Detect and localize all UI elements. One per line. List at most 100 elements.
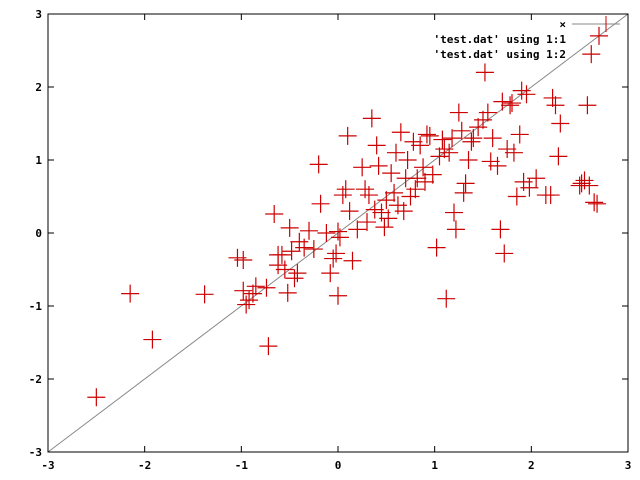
data-point xyxy=(121,284,140,303)
data-point xyxy=(590,26,608,45)
data-point xyxy=(423,165,442,184)
data-point xyxy=(365,200,384,219)
data-point xyxy=(336,180,355,199)
data-point xyxy=(469,118,488,137)
data-point xyxy=(527,169,546,188)
plot-area xyxy=(47,13,629,453)
data-point xyxy=(259,337,278,356)
data-point xyxy=(257,278,276,297)
data-point xyxy=(143,330,162,349)
data-point xyxy=(543,88,562,107)
x-tick-label: 1 xyxy=(431,459,438,472)
data-point xyxy=(338,126,357,145)
data-point xyxy=(411,136,430,155)
data-point xyxy=(478,103,497,122)
data-point xyxy=(311,194,330,213)
data-point xyxy=(454,183,473,202)
data-point xyxy=(493,92,512,111)
data-point xyxy=(546,96,565,115)
data-point xyxy=(585,193,604,212)
data-point xyxy=(404,132,423,151)
data-point xyxy=(317,224,336,242)
data-point xyxy=(398,151,417,169)
data-point xyxy=(464,129,483,148)
data-point xyxy=(269,256,288,275)
data-point xyxy=(504,143,523,162)
data-point xyxy=(427,238,446,257)
x-tick-label: 3 xyxy=(625,459,632,472)
data-point xyxy=(278,283,297,302)
y-tick-label: 3 xyxy=(35,8,42,21)
y-tick-label: -1 xyxy=(29,300,43,313)
legend-entry-series-1: 'test.dat' using 1:1 xyxy=(434,33,567,46)
data-point xyxy=(512,81,531,100)
data-point xyxy=(309,155,328,174)
data-point xyxy=(369,156,388,175)
y-axis: -3 -2 -1 0 1 2 3 xyxy=(29,8,628,459)
data-point xyxy=(433,130,452,149)
data-point xyxy=(387,143,405,162)
data-point xyxy=(481,152,500,171)
data-point xyxy=(343,251,362,270)
data-points-layer xyxy=(87,26,608,407)
data-point xyxy=(246,277,265,296)
data-point xyxy=(437,289,456,308)
y-tick-label: 2 xyxy=(35,81,42,94)
data-point xyxy=(517,85,536,104)
data-point xyxy=(580,176,599,195)
data-point xyxy=(295,238,314,257)
data-point xyxy=(265,205,284,224)
x-axis: -3 -2 -1 0 1 2 3 xyxy=(41,14,631,472)
data-point xyxy=(459,151,478,169)
data-point xyxy=(417,125,436,144)
data-point xyxy=(572,174,591,193)
data-point xyxy=(520,178,539,197)
data-point xyxy=(549,147,568,166)
data-point xyxy=(327,244,346,263)
data-point xyxy=(195,285,214,304)
data-point xyxy=(462,132,481,151)
data-point xyxy=(379,209,398,228)
data-point xyxy=(406,180,425,199)
data-point xyxy=(440,143,459,162)
data-point xyxy=(498,140,517,159)
data-point xyxy=(452,121,471,140)
data-point xyxy=(324,249,343,268)
data-point xyxy=(430,147,449,166)
data-point xyxy=(348,220,367,239)
data-point xyxy=(358,213,376,232)
data-point xyxy=(288,264,307,283)
data-point xyxy=(435,140,454,159)
data-point xyxy=(443,129,462,148)
data-point xyxy=(340,202,359,221)
data-point xyxy=(234,251,253,270)
data-point xyxy=(445,203,463,222)
y-tick-label: -2 xyxy=(29,373,42,386)
data-point xyxy=(330,228,349,247)
data-point xyxy=(280,218,299,237)
y-tick-label: -3 xyxy=(29,446,42,459)
data-point xyxy=(501,96,520,115)
data-point xyxy=(329,286,347,305)
x-tick-label: -3 xyxy=(41,459,54,472)
data-point xyxy=(300,221,318,240)
data-point xyxy=(541,186,560,205)
data-point xyxy=(285,269,304,288)
x-tick-label: -2 xyxy=(138,459,151,472)
data-point xyxy=(408,169,427,188)
data-point xyxy=(474,110,492,129)
legend: × 'test.dat' using 1:1 'test.dat' using … xyxy=(434,16,620,61)
legend-entry-series-2: 'test.dat' using 1:2 xyxy=(434,48,566,61)
data-point xyxy=(495,244,514,263)
data-point xyxy=(503,94,521,113)
data-point xyxy=(420,126,439,145)
y-tick-label: 0 xyxy=(35,227,42,240)
data-point xyxy=(582,45,601,64)
data-point xyxy=(510,125,529,144)
legend-entry-marker: × xyxy=(559,18,566,31)
data-point xyxy=(275,260,294,279)
data-point xyxy=(401,187,420,206)
data-point xyxy=(353,158,372,177)
data-point xyxy=(456,174,475,193)
